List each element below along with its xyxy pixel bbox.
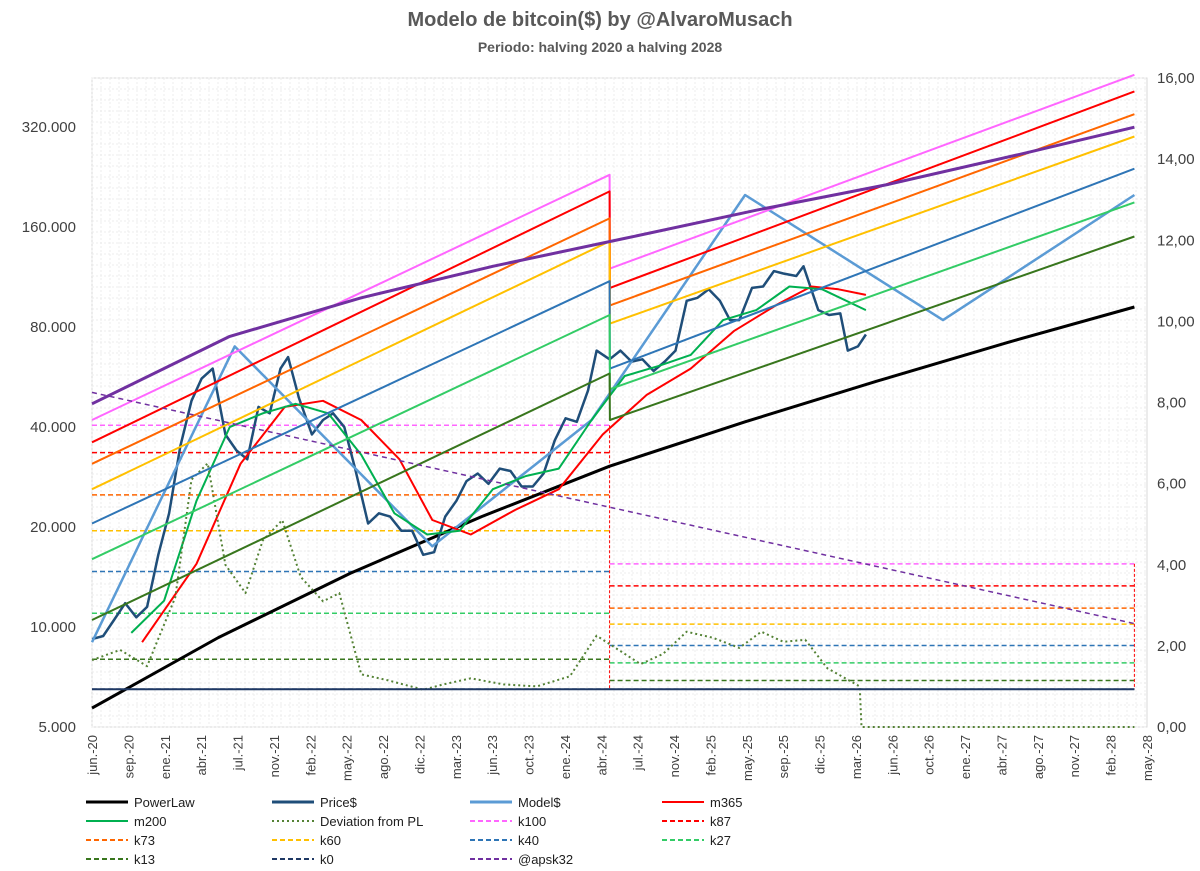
- x-tick-label: abr.-27: [994, 735, 1009, 775]
- x-tick-label: may.-25: [740, 735, 755, 781]
- y2-tick-label: 14,00: [1157, 151, 1195, 168]
- y-tick-label: 40.000: [30, 419, 76, 436]
- x-axis: jun.-20 sep.-20 ene.-21 abr.-21 jul.-21 nov.-…: [85, 735, 1155, 781]
- series-lines: [90, 73, 1136, 728]
- y-tick-label: 10.000: [30, 619, 76, 636]
- x-tick-label: jun.-26: [885, 735, 900, 776]
- y-tick-label: 320.000: [22, 119, 76, 136]
- x-tick-label: nov.-24: [667, 735, 682, 777]
- series-powerlaw: [91, 305, 1135, 710]
- x-tick-label: abr.-21: [194, 735, 209, 775]
- y2-tick-label: 10,00: [1157, 313, 1195, 330]
- x-tick-label: ago.-27: [1031, 735, 1046, 779]
- chart-subtitle: Periodo: halving 2020 a halving 2028: [478, 39, 723, 55]
- y2-tick-label: 4,00: [1157, 557, 1186, 574]
- legend-label: m365: [710, 795, 743, 810]
- grid: [91, 77, 1148, 728]
- y-tick-label: 160.000: [22, 219, 76, 236]
- x-tick-label: dic.-25: [813, 735, 828, 774]
- legend-label: m200: [134, 814, 167, 829]
- series-deviation-from-pl: [91, 462, 1135, 728]
- series-m200: [130, 285, 867, 634]
- x-tick-label: nov.-27: [1067, 735, 1082, 777]
- y-tick-label: 20.000: [30, 519, 76, 536]
- chart-title: Modelo de bitcoin($) by @AlvaroMusach: [407, 9, 792, 31]
- series-k13: [91, 235, 1135, 621]
- y-tick-label: 5.000: [38, 719, 76, 736]
- x-tick-label: nov.-21: [267, 735, 282, 777]
- legend-label: k73: [134, 833, 155, 848]
- legend-label: Deviation from PL: [320, 814, 423, 829]
- legend-label: Price$: [320, 795, 358, 810]
- legend-label: k13: [134, 852, 155, 867]
- y2-tick-label: 2,00: [1157, 638, 1186, 655]
- series-k27: [91, 201, 1135, 561]
- x-tick-label: may.-22: [340, 735, 355, 781]
- x-tick-label: oct.-26: [922, 735, 937, 775]
- legend: PowerLaw Price$ Model$ m365 m200 Deviation fr…: [86, 795, 743, 867]
- legend-label: k27: [710, 833, 731, 848]
- x-tick-label: sep.-25: [776, 735, 791, 778]
- x-tick-label: jun.-23: [485, 735, 500, 776]
- x-tick-label: feb.-28: [1104, 735, 1119, 775]
- legend-label: PowerLaw: [134, 795, 195, 810]
- legend-label: @apsk32: [518, 852, 573, 867]
- plot-area: [90, 73, 1136, 728]
- legend-label: k60: [320, 833, 341, 848]
- y2-tick-label: 8,00: [1157, 395, 1186, 412]
- x-tick-label: sep.-20: [121, 735, 136, 778]
- y-axis-left: 5.000 10.000 20.000 40.000 80.000 160.000 320.…: [22, 119, 76, 736]
- x-tick-label: may.-28: [1140, 735, 1155, 781]
- x-tick-label: mar.-23: [449, 735, 464, 779]
- y2-tick-label: 12,00: [1157, 232, 1195, 249]
- y2-tick-label: 0,00: [1157, 719, 1186, 736]
- x-tick-label: oct.-23: [522, 735, 537, 775]
- x-tick-label: feb.-25: [703, 735, 718, 775]
- x-tick-label: ene.-21: [158, 735, 173, 779]
- legend-label: k0: [320, 852, 334, 867]
- x-tick-label: ago.-22: [376, 735, 391, 779]
- series-apsk32: [91, 125, 1135, 406]
- x-tick-label: ene.-24: [558, 735, 573, 779]
- x-tick-label: mar.-26: [849, 735, 864, 779]
- x-tick-label: ene.-27: [958, 735, 973, 779]
- legend-label: k40: [518, 833, 539, 848]
- x-tick-label: dic.-22: [412, 735, 427, 774]
- y2-tick-label: 6,00: [1157, 476, 1186, 493]
- legend-label: k100: [518, 814, 546, 829]
- x-tick-label: abr.-24: [594, 735, 609, 775]
- y2-tick-label: 16,00: [1157, 70, 1195, 87]
- x-tick-label: jul.-24: [631, 735, 646, 771]
- x-tick-label: jul.-21: [231, 735, 246, 771]
- y-axis-right: 0,00 2,00 4,00 6,00 8,00 10,00 12,00 14,00 16,00: [1157, 70, 1195, 736]
- x-tick-label: feb.-22: [303, 735, 318, 775]
- x-tick-label: jun.-20: [85, 735, 100, 776]
- series-line-15: [91, 391, 1135, 625]
- y-tick-label: 80.000: [30, 319, 76, 336]
- legend-label: k87: [710, 814, 731, 829]
- legend-label: Model$: [518, 795, 561, 810]
